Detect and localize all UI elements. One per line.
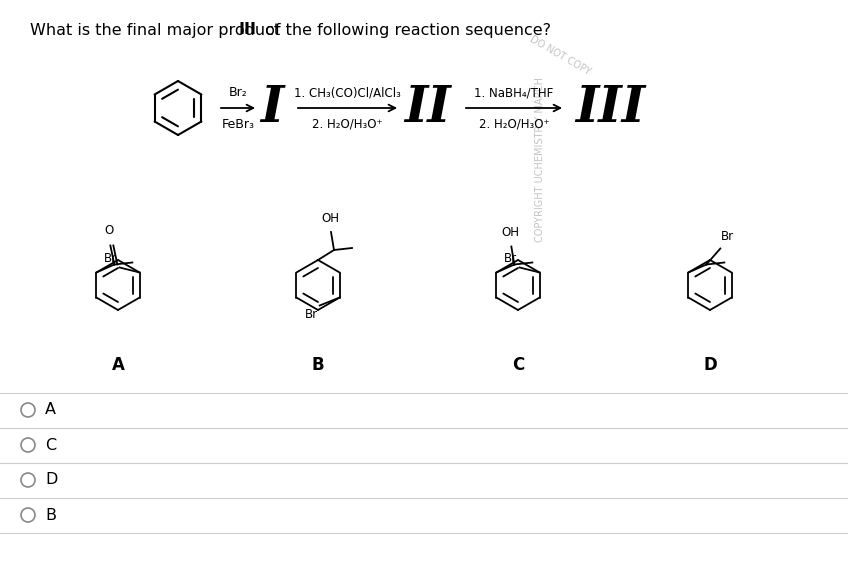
Text: Br: Br <box>103 252 117 266</box>
Text: D: D <box>45 472 58 488</box>
Text: of the following reaction sequence?: of the following reaction sequence? <box>260 23 551 37</box>
Text: What is the final major product: What is the final major product <box>30 23 285 37</box>
Text: D: D <box>703 356 717 374</box>
Text: 2. H₂O/H₃O⁺: 2. H₂O/H₃O⁺ <box>478 117 550 130</box>
Text: 2. H₂O/H₃O⁺: 2. H₂O/H₃O⁺ <box>312 117 382 130</box>
Text: A: A <box>112 356 125 374</box>
Text: Br: Br <box>304 308 318 322</box>
Text: A: A <box>45 402 56 418</box>
Text: Br₂: Br₂ <box>229 86 248 99</box>
Text: COPYRIGHT UCHEMISTR Y MARCH: COPYRIGHT UCHEMISTR Y MARCH <box>535 78 545 242</box>
Text: II: II <box>404 84 451 133</box>
Text: DO NOT COPY: DO NOT COPY <box>528 33 592 77</box>
Text: C: C <box>512 356 524 374</box>
Text: O: O <box>104 224 114 238</box>
Text: III: III <box>575 84 645 133</box>
Text: B: B <box>45 507 56 523</box>
Text: Br: Br <box>504 252 516 266</box>
Text: FeBr₃: FeBr₃ <box>221 117 254 130</box>
Text: 1. NaBH₄/THF: 1. NaBH₄/THF <box>474 86 554 99</box>
Text: B: B <box>312 356 324 374</box>
Text: Br: Br <box>722 231 734 244</box>
Text: C: C <box>45 437 56 453</box>
Text: III: III <box>238 23 256 37</box>
Text: OH: OH <box>321 212 339 225</box>
Text: I: I <box>260 84 284 133</box>
Text: OH: OH <box>501 227 519 239</box>
Text: 1. CH₃(CO)Cl/AlCl₃: 1. CH₃(CO)Cl/AlCl₃ <box>294 86 401 99</box>
